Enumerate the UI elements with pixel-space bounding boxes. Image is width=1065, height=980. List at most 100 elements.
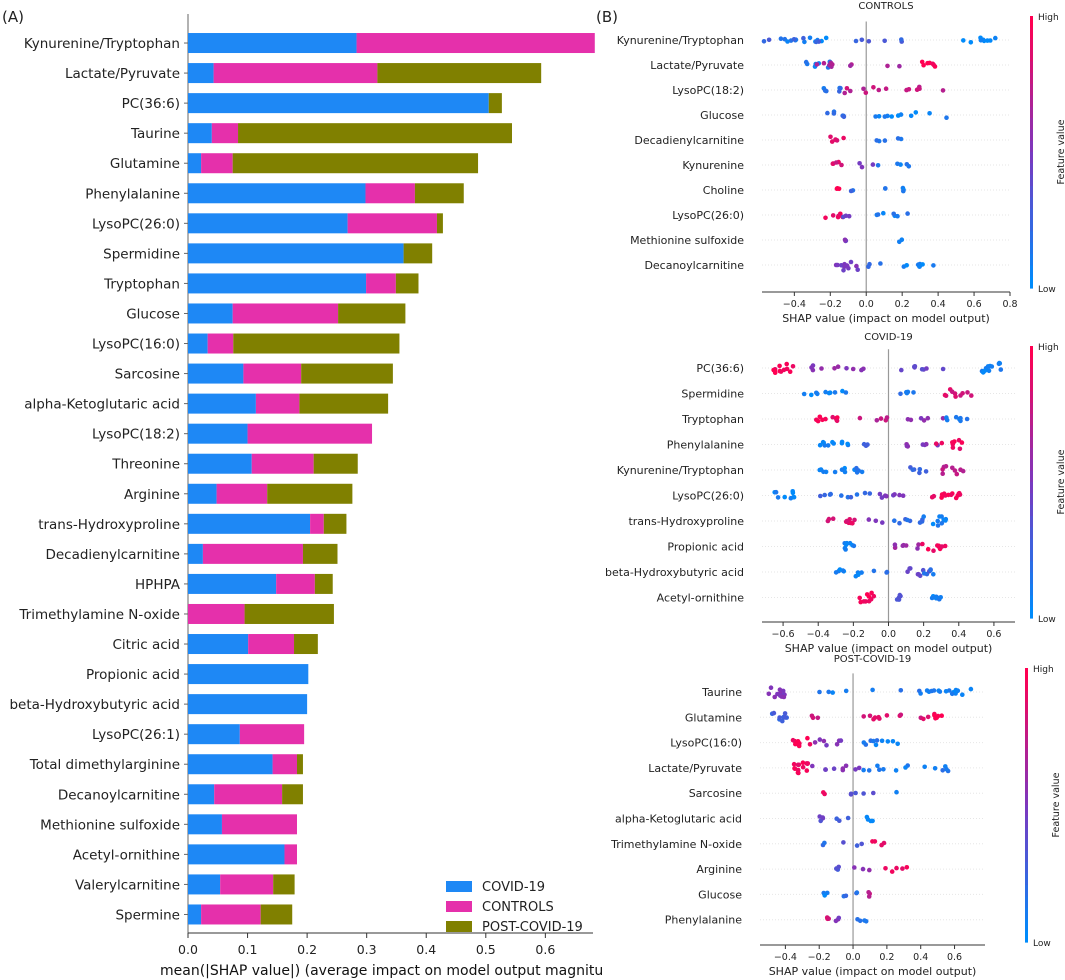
shap-point-trans-hydroxyproline bbox=[850, 521, 855, 526]
shap-point-alpha-ketoglutaric-acid bbox=[834, 816, 839, 821]
shap-point-acetyl-ornithine bbox=[871, 593, 877, 599]
shap-point-acetyl-ornithine bbox=[857, 595, 862, 601]
shap-point-glutamine bbox=[921, 716, 926, 722]
shap-point-trimethylamine-n-oxide bbox=[822, 840, 827, 846]
feature-label-alpha-ketoglutaric-acid: alpha-Ketoglutaric acid bbox=[615, 813, 742, 826]
bar-post-covid-19-taurine bbox=[238, 123, 512, 144]
shap-point-phenylalanine bbox=[826, 916, 831, 921]
shap-point-trimethylamine-n-oxide bbox=[859, 841, 864, 847]
shap-point-tryptophan bbox=[884, 415, 890, 420]
shap-point-decadienylcarnitine bbox=[874, 138, 879, 143]
shap-point-alpha-ketoglutaric-acid bbox=[820, 815, 825, 820]
shap-point-decanoylcarnitine bbox=[931, 263, 936, 268]
colorbar-segment bbox=[1025, 782, 1028, 795]
shap-point-kynurenine-tryptophan bbox=[854, 470, 860, 475]
panel-b-controls-beeswarm: CONTROLS Kynurenine/Tryptophan Lactate/Pyr… bbox=[617, 1, 1065, 325]
shap-point-glutamine bbox=[872, 715, 878, 720]
x-tick-label: 0.6 bbox=[535, 942, 555, 957]
shap-point-pc-36-6 bbox=[771, 367, 776, 373]
shap-point-kynurenine-tryptophan bbox=[988, 38, 993, 43]
shap-point-trans-hydroxyproline bbox=[866, 517, 872, 522]
x-tick-label: −0.4 bbox=[774, 952, 797, 963]
shap-point-taurine bbox=[817, 689, 822, 695]
bar-covid-19-phenylalanine bbox=[188, 183, 366, 204]
shap-point-decadienylcarnitine bbox=[895, 136, 901, 141]
bar-controls-decanoylcarnitine bbox=[214, 784, 283, 805]
shap-point-decanoylcarnitine bbox=[920, 262, 925, 267]
shap-point-lysopc-26-0 bbox=[897, 492, 902, 498]
x-tick-label: 0.8 bbox=[1002, 299, 1017, 310]
shap-point-trans-hydroxyproline bbox=[941, 517, 946, 523]
shap-point-glucose bbox=[831, 111, 837, 116]
shap-point-lysopc-26-0 bbox=[827, 492, 833, 497]
bar-covid-19-citric-acid bbox=[188, 634, 249, 655]
shap-point-lysopc-26-0 bbox=[877, 491, 883, 497]
panel-b-label: (B) bbox=[596, 8, 618, 26]
colorbar-segment bbox=[1030, 220, 1033, 232]
bar-covid-19-glutamine bbox=[188, 153, 202, 174]
shap-point-lysopc-26-0 bbox=[948, 492, 954, 498]
x-tick-label: 0.6 bbox=[967, 299, 982, 310]
x-axis-label: SHAP value (impact on model output) bbox=[769, 965, 977, 978]
bar-controls-threonine bbox=[251, 453, 314, 474]
shap-point-lysopc-18-2 bbox=[842, 90, 847, 96]
category-label-lysopc-16-0: LysoPC(16:0) bbox=[92, 337, 180, 353]
shap-point-alpha-ketoglutaric-acid bbox=[818, 818, 823, 824]
colorbar-segment bbox=[1030, 186, 1033, 198]
shap-point-lysopc-16-0 bbox=[834, 742, 840, 747]
shap-point-pc-36-6 bbox=[790, 364, 796, 369]
shap-point-kynurenine-tryptophan bbox=[853, 38, 859, 44]
shap-point-lysopc-26-0 bbox=[900, 493, 906, 499]
shap-point-trans-hydroxyproline bbox=[897, 520, 902, 526]
x-tick-label: −0.6 bbox=[772, 629, 795, 640]
bar-covid-19-methionine-sulfoxide bbox=[188, 814, 222, 835]
shap-point-decadienylcarnitine bbox=[833, 137, 839, 143]
shap-point-spermidine bbox=[949, 389, 955, 395]
colorbar-segment bbox=[1030, 231, 1033, 244]
panel-a-label: (A) bbox=[2, 8, 24, 26]
feature-label-glutamine: Glutamine bbox=[685, 711, 742, 724]
shap-point-glutamine bbox=[867, 713, 873, 719]
shap-point-trimethylamine-n-oxide bbox=[872, 839, 878, 844]
shap-point-arginine bbox=[883, 866, 888, 871]
shap-point-lactate-pyruvate bbox=[823, 767, 828, 772]
shap-point-arginine bbox=[904, 865, 910, 870]
shap-point-lactate-pyruvate bbox=[885, 63, 890, 69]
legend-label-post-covid-19: POST-COVID-19 bbox=[482, 920, 583, 935]
bar-covid-19-tryptophan bbox=[188, 273, 367, 294]
x-tick-label: 0.4 bbox=[931, 299, 946, 310]
shap-point-propionic-acid bbox=[916, 542, 921, 547]
colorbar-segment bbox=[1030, 174, 1033, 187]
feature-label-glucose: Glucose bbox=[698, 888, 742, 901]
bar-covid-19-spermidine bbox=[188, 243, 404, 264]
category-label-total-dimethylarginine: Total dimethylarginine bbox=[29, 757, 180, 773]
shap-point-kynurenine-tryptophan bbox=[859, 469, 865, 475]
shap-point-beta-hydroxybutyric-acid bbox=[837, 567, 843, 572]
shap-point-lactate-pyruvate bbox=[848, 63, 853, 69]
shap-point-spermidine bbox=[969, 393, 974, 398]
shap-point-lactate-pyruvate bbox=[922, 764, 927, 770]
shap-point-kynurenine-tryptophan bbox=[917, 470, 922, 476]
shap-point-tryptophan bbox=[957, 417, 962, 422]
shap-point-lactate-pyruvate bbox=[853, 767, 858, 772]
shap-point-tryptophan bbox=[834, 418, 840, 424]
bar-post-covid-19-sarcosine bbox=[301, 363, 393, 384]
shap-point-trimethylamine-n-oxide bbox=[879, 842, 884, 848]
bar-post-covid-19-valerylcarnitine bbox=[273, 874, 295, 895]
shap-point-kynurenine-tryptophan bbox=[761, 39, 767, 44]
colorbar-segment bbox=[1030, 414, 1033, 426]
colorbar-segment bbox=[1030, 380, 1033, 392]
shap-point-acetyl-ornithine bbox=[866, 594, 872, 599]
shap-point-pc-36-6 bbox=[986, 368, 992, 374]
feature-label-taurine: Taurine bbox=[701, 686, 742, 699]
feature-label-spermidine: Spermidine bbox=[681, 388, 744, 401]
shap-point-lysopc-18-2 bbox=[861, 86, 866, 92]
category-label-acetyl-ornithine: Acetyl-ornithine bbox=[73, 847, 180, 863]
shap-point-taurine bbox=[898, 688, 904, 693]
shap-point-decadienylcarnitine bbox=[828, 134, 833, 140]
feature-label-sarcosine: Sarcosine bbox=[689, 787, 743, 800]
colorbar-segment bbox=[1025, 679, 1028, 692]
shap-point-lactate-pyruvate bbox=[803, 59, 809, 65]
category-label-citric-acid: Citric acid bbox=[113, 637, 181, 653]
shap-point-phenylalanine bbox=[836, 915, 842, 921]
